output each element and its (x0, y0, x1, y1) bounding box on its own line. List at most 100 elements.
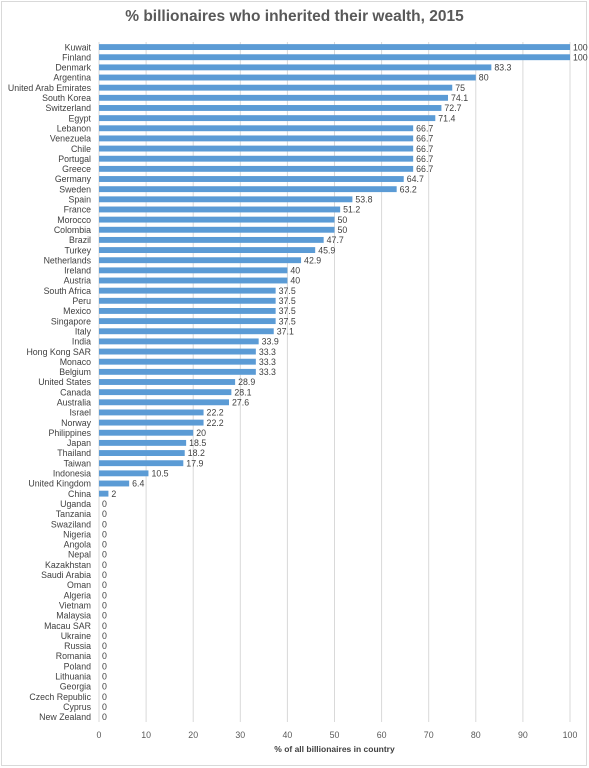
data-label: 28.1 (234, 387, 251, 397)
category-label: Portugal (58, 154, 91, 164)
data-label: 0 (102, 661, 107, 671)
bar (99, 348, 256, 355)
data-label: 37.1 (277, 326, 294, 336)
data-label: 100 (573, 52, 588, 62)
bar (99, 125, 414, 132)
bar (99, 328, 274, 335)
category-label: Algeria (64, 590, 91, 600)
bar (99, 297, 276, 304)
data-label: 66.7 (416, 164, 433, 174)
data-label: 0 (102, 590, 107, 600)
data-label: 0 (102, 519, 107, 529)
category-label: Ukraine (61, 631, 91, 641)
category-label: Macau SAR (44, 621, 91, 631)
data-label: 27.6 (232, 397, 249, 407)
category-label: Sweden (59, 184, 91, 194)
data-label: 50 (338, 225, 348, 235)
category-label: Netherlands (44, 255, 92, 265)
bar (99, 470, 149, 477)
x-axis-label: % of all billionaires in country (274, 744, 395, 754)
bar (99, 206, 341, 213)
category-label: Argentina (53, 73, 91, 83)
bar (99, 358, 256, 365)
category-label: Peru (72, 296, 91, 306)
category-label: Monaco (60, 357, 91, 367)
category-label: Kuwait (65, 42, 92, 52)
category-label: Morocco (57, 215, 91, 225)
category-label: Vietnam (59, 600, 91, 610)
category-label: United States (38, 377, 91, 387)
data-label: 17.9 (186, 458, 203, 468)
category-label: Indonesia (53, 469, 91, 479)
data-label: 51.2 (343, 205, 360, 215)
category-label: Venezuela (50, 134, 91, 144)
category-label: Mexico (63, 306, 91, 316)
data-label: 0 (102, 641, 107, 651)
data-label: 0 (102, 540, 107, 550)
category-label: United Kingdom (28, 479, 91, 489)
bar (99, 135, 414, 142)
category-label: Denmark (55, 63, 91, 73)
data-label: 0 (102, 702, 107, 712)
data-label: 40 (290, 276, 300, 286)
data-label: 37.5 (279, 306, 296, 316)
category-label: Oman (67, 580, 91, 590)
category-label: Australia (57, 397, 91, 407)
data-label: 0 (102, 712, 107, 722)
bar (99, 257, 302, 264)
category-label: New Zealand (39, 712, 91, 722)
category-label: Thailand (57, 448, 91, 458)
x-tick-label: 10 (141, 730, 151, 740)
category-label: Czech Republic (29, 692, 91, 702)
data-label: 20 (196, 428, 206, 438)
data-label: 100 (573, 42, 588, 52)
category-label: Egypt (69, 113, 92, 123)
data-label: 0 (102, 570, 107, 580)
data-label: 40 (290, 266, 300, 276)
data-label: 0 (102, 672, 107, 682)
bar (99, 115, 436, 122)
category-label: Finland (62, 52, 91, 62)
data-label: 0 (102, 631, 107, 641)
category-label: Tanzania (56, 509, 91, 519)
bar (99, 165, 414, 172)
data-label: 80 (479, 73, 489, 83)
data-label: 0 (102, 529, 107, 539)
bar (99, 105, 442, 111)
bars (99, 44, 570, 497)
category-label: Nepal (68, 550, 91, 560)
bar (99, 389, 232, 396)
data-label: 0 (102, 580, 107, 590)
category-label: India (72, 337, 91, 347)
data-label: 0 (102, 509, 107, 519)
data-label: 6.4 (132, 479, 144, 489)
category-label: Singapore (51, 316, 91, 326)
category-label: Saudi Arabia (41, 570, 91, 580)
bar (99, 64, 492, 71)
bar (99, 480, 130, 487)
category-label: Chile (71, 144, 91, 154)
bar (99, 287, 276, 294)
bar (99, 399, 229, 406)
x-tick-label: 0 (97, 730, 102, 740)
category-label: Germany (55, 174, 92, 184)
data-label: 18.2 (188, 448, 205, 458)
data-label: 10.5 (151, 469, 168, 479)
x-tick-label: 30 (235, 730, 245, 740)
category-label: Malaysia (56, 611, 91, 621)
category-label: United Arab Emirates (8, 83, 92, 93)
data-label: 37.5 (279, 286, 296, 296)
data-label: 0 (102, 560, 107, 570)
data-label: 0 (102, 499, 107, 509)
category-label: Russia (64, 641, 91, 651)
bar (99, 145, 414, 152)
data-label: 0 (102, 692, 107, 702)
bar (99, 439, 187, 446)
category-label: Brazil (69, 235, 91, 245)
data-label: 53.8 (355, 195, 372, 205)
data-label: 71.4 (438, 113, 455, 123)
category-label: Uganda (60, 499, 91, 509)
category-label: Hong Kong SAR (26, 347, 91, 357)
